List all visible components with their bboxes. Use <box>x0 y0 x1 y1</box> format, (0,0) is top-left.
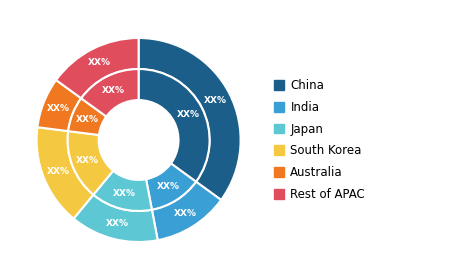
Text: XX%: XX% <box>47 104 70 113</box>
Wedge shape <box>56 38 139 98</box>
Wedge shape <box>81 69 139 116</box>
Text: XX%: XX% <box>88 59 111 67</box>
Wedge shape <box>36 127 93 219</box>
Text: XX%: XX% <box>106 219 128 228</box>
Wedge shape <box>67 131 113 195</box>
Text: XX%: XX% <box>157 182 180 191</box>
Wedge shape <box>139 69 210 182</box>
Text: XX%: XX% <box>76 115 98 124</box>
Wedge shape <box>152 182 221 240</box>
Text: XX%: XX% <box>204 96 227 105</box>
Wedge shape <box>68 98 106 135</box>
Text: XX%: XX% <box>76 156 98 165</box>
Wedge shape <box>37 80 81 131</box>
Text: XX%: XX% <box>102 86 125 95</box>
Text: XX%: XX% <box>113 189 136 198</box>
Text: XX%: XX% <box>176 110 200 119</box>
Text: XX%: XX% <box>173 209 196 218</box>
Legend: China, India, Japan, South Korea, Australia, Rest of APAC: China, India, Japan, South Korea, Austra… <box>274 79 365 201</box>
Wedge shape <box>146 164 196 210</box>
Wedge shape <box>73 195 158 242</box>
Text: XX%: XX% <box>47 167 70 176</box>
Wedge shape <box>93 171 152 211</box>
Wedge shape <box>139 38 241 200</box>
